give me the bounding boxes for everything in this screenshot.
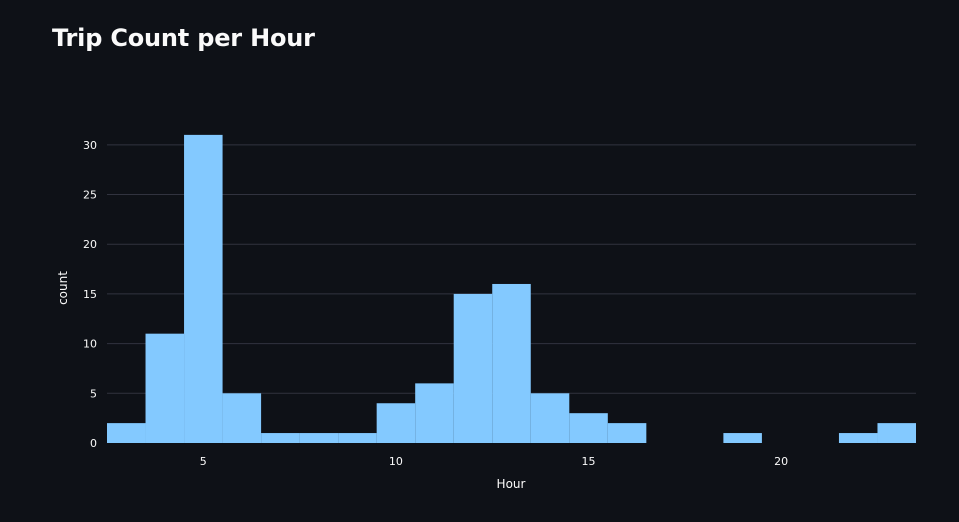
x-axis-ticks: 5 10 15 20 bbox=[200, 455, 788, 468]
y-tick-label: 0 bbox=[90, 437, 97, 450]
y-tick-label: 20 bbox=[83, 238, 97, 251]
histogram-bar[interactable] bbox=[261, 433, 300, 443]
y-tick-label: 30 bbox=[83, 139, 97, 152]
histogram-bar[interactable] bbox=[838, 433, 878, 443]
histogram-bar[interactable] bbox=[530, 393, 570, 443]
histogram-bar[interactable] bbox=[107, 423, 146, 443]
histogram-bar[interactable] bbox=[338, 433, 377, 443]
histogram-bar[interactable] bbox=[569, 413, 608, 443]
histogram-bar[interactable] bbox=[723, 433, 762, 443]
bars bbox=[107, 134, 916, 443]
histogram-bar[interactable] bbox=[877, 423, 916, 443]
histogram-bar[interactable] bbox=[492, 283, 531, 443]
histogram-bar[interactable] bbox=[299, 433, 339, 443]
y-tick-label: 10 bbox=[83, 338, 97, 351]
y-axis-ticks: 0 5 10 15 20 25 30 bbox=[83, 139, 97, 450]
histogram-bar[interactable] bbox=[607, 423, 647, 443]
histogram-bar[interactable] bbox=[184, 134, 223, 443]
x-tick-label: 15 bbox=[582, 455, 596, 468]
histogram-bar[interactable] bbox=[222, 393, 262, 443]
y-axis-label: count bbox=[56, 271, 70, 305]
page-title: Trip Count per Hour bbox=[52, 24, 315, 52]
y-tick-label: 15 bbox=[83, 288, 97, 301]
y-tick-label: 5 bbox=[90, 387, 97, 400]
x-tick-label: 10 bbox=[389, 455, 403, 468]
x-tick-label: 5 bbox=[200, 455, 207, 468]
histogram-bar[interactable] bbox=[145, 333, 185, 443]
histogram-bar[interactable] bbox=[376, 403, 416, 443]
x-tick-label: 20 bbox=[774, 455, 788, 468]
y-tick-label: 25 bbox=[83, 189, 97, 202]
x-axis-label: Hour bbox=[497, 477, 526, 491]
histogram-bar[interactable] bbox=[453, 293, 493, 443]
histogram-bar[interactable] bbox=[415, 383, 454, 443]
